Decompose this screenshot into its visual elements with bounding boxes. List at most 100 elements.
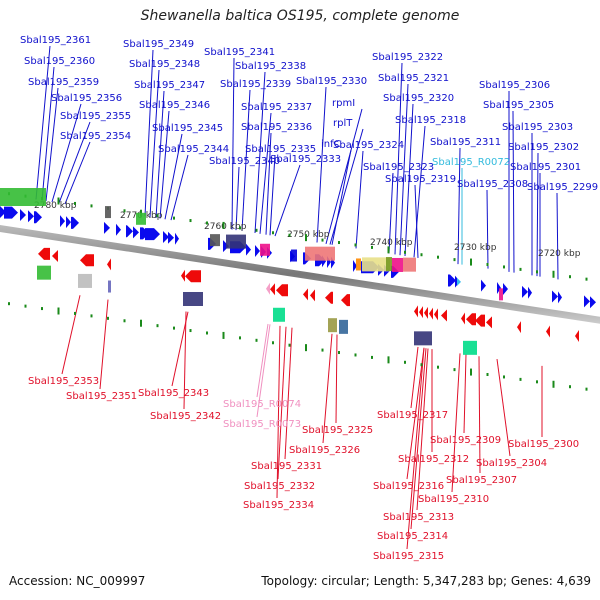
forward-gene-arrow[interactable] <box>126 225 133 238</box>
forward-gene-arrow[interactable] <box>353 260 357 273</box>
trna-forward-feature[interactable] <box>457 277 461 286</box>
forward-gene-arrow[interactable] <box>558 291 562 304</box>
forward-gene-arrow[interactable] <box>175 232 179 245</box>
reverse-gene-arrow[interactable] <box>181 269 185 282</box>
cog-box-yellow[interactable] <box>362 257 390 272</box>
forward-gene-arrow[interactable] <box>448 274 456 287</box>
forward-gene-label[interactable]: Sbal195_R0072 <box>432 157 510 168</box>
cog-box-blue[interactable] <box>291 249 297 262</box>
forward-gene-label[interactable]: Sbal195_2336 <box>241 122 312 133</box>
forward-gene-arrow[interactable] <box>503 282 508 295</box>
reverse-gene-arrow[interactable] <box>80 254 94 267</box>
cog-box-navy[interactable] <box>414 331 432 346</box>
reverse-gene-label[interactable]: Sbal195_2310 <box>418 494 489 505</box>
forward-gene-label[interactable]: rplT <box>333 118 353 129</box>
reverse-gene-arrow[interactable] <box>414 305 418 318</box>
forward-gene-arrow[interactable] <box>140 227 149 240</box>
reverse-gene-label[interactable]: Sbal195_2325 <box>302 425 373 436</box>
forward-gene-label[interactable]: Sbal195_2348 <box>129 59 200 70</box>
forward-gene-arrow[interactable] <box>20 209 26 222</box>
forward-gene-arrow[interactable] <box>255 245 260 258</box>
reverse-gene-label[interactable]: Sbal195_2353 <box>28 376 99 387</box>
reverse-gene-arrow[interactable] <box>341 294 350 307</box>
forward-gene-label[interactable]: Sbal195_2360 <box>24 56 95 67</box>
reverse-gene-label[interactable]: Sbal195_2309 <box>430 435 501 446</box>
forward-gene-label[interactable]: Sbal195_2299 <box>527 182 598 193</box>
reverse-gene-arrow[interactable] <box>466 313 476 326</box>
forward-gene-arrow[interactable] <box>528 286 532 299</box>
cog-box-teal[interactable] <box>463 340 477 355</box>
reverse-gene-label[interactable]: Sbal195_2332 <box>244 481 315 492</box>
reverse-gene-label[interactable]: Sbal195_R0073 <box>223 419 301 430</box>
reverse-gene-label[interactable]: Sbal195_2315 <box>373 551 444 562</box>
reverse-gene-arrow[interactable] <box>486 316 492 329</box>
cog-box-salmon[interactable] <box>305 246 335 261</box>
forward-gene-label[interactable]: Sbal195_2346 <box>139 100 210 111</box>
forward-gene-label[interactable]: Sbal195_2324 <box>333 140 404 151</box>
forward-gene-label[interactable]: Sbal195_2340 <box>209 156 280 167</box>
forward-gene-label[interactable]: Sbal195_2306 <box>479 80 550 91</box>
forward-gene-label[interactable]: Sbal195_2341 <box>204 47 275 58</box>
reverse-gene-label[interactable]: Sbal195_2312 <box>398 454 469 465</box>
forward-gene-label[interactable]: Sbal195_2361 <box>20 35 91 46</box>
forward-gene-arrow[interactable] <box>522 285 528 298</box>
cog-box-green[interactable] <box>136 212 146 225</box>
forward-gene-arrow[interactable] <box>584 295 590 308</box>
forward-gene-arrow[interactable] <box>246 243 251 256</box>
forward-gene-arrow[interactable] <box>66 216 71 229</box>
reverse-gene-arrow[interactable] <box>38 247 50 260</box>
cog-box-pink[interactable] <box>499 288 503 301</box>
forward-gene-label[interactable]: Sbal195_2349 <box>123 39 194 50</box>
cog-box-navy[interactable] <box>183 291 203 306</box>
forward-gene-label[interactable]: Sbal195_2335 <box>245 144 316 155</box>
cog-box-lightgray[interactable] <box>78 273 92 288</box>
reverse-gene-label[interactable]: Sbal195_2316 <box>373 481 444 492</box>
reverse-gene-arrow[interactable] <box>270 283 275 296</box>
forward-gene-arrow[interactable] <box>0 206 6 218</box>
reverse-gene-arrow[interactable] <box>546 325 550 338</box>
reverse-gene-label[interactable]: Sbal195_2314 <box>377 531 448 542</box>
reverse-gene-arrow[interactable] <box>575 329 579 342</box>
forward-gene-label[interactable]: Sbal195_2305 <box>483 100 554 111</box>
forward-gene-label[interactable]: Sbal195_2337 <box>241 102 312 113</box>
cog-box-olive-light[interactable] <box>328 318 337 333</box>
reverse-gene-label[interactable]: Sbal195_2307 <box>446 475 517 486</box>
reverse-gene-arrow[interactable] <box>303 288 308 301</box>
forward-gene-label[interactable]: Sbal195_2301 <box>510 162 581 173</box>
forward-gene-label[interactable]: Sbal195_2339 <box>220 79 291 90</box>
reverse-gene-arrow[interactable] <box>310 289 315 302</box>
reverse-gene-label[interactable]: Sbal195_2342 <box>150 411 221 422</box>
rrna-reverse-feature[interactable] <box>266 282 270 295</box>
forward-gene-arrow[interactable] <box>481 279 486 292</box>
forward-gene-label[interactable]: Sbal195_2323 <box>363 162 434 173</box>
forward-gene-arrow[interactable] <box>104 221 110 234</box>
cog-box-navy[interactable] <box>226 234 246 249</box>
forward-gene-label[interactable]: Sbal195_2311 <box>430 137 501 148</box>
reverse-gene-label[interactable]: Sbal195_2300 <box>508 439 579 450</box>
forward-gene-label[interactable]: Sbal195_2303 <box>502 122 573 133</box>
forward-gene-label[interactable]: Sbal195_2308 <box>457 179 528 190</box>
reverse-gene-arrow[interactable] <box>276 284 288 297</box>
cog-box-pink[interactable] <box>260 243 270 256</box>
reverse-gene-arrow[interactable] <box>517 321 521 334</box>
forward-gene-label[interactable]: infC <box>321 139 341 150</box>
forward-gene-arrow[interactable] <box>133 226 139 239</box>
forward-gene-label[interactable]: rpmI <box>332 98 355 109</box>
reverse-gene-arrow[interactable] <box>441 309 447 322</box>
forward-gene-arrow[interactable] <box>60 215 65 228</box>
reverse-gene-arrow[interactable] <box>434 308 438 321</box>
cog-box-green[interactable] <box>37 265 51 280</box>
reverse-gene-label[interactable]: Sbal195_2304 <box>476 458 547 469</box>
forward-gene-label[interactable]: Sbal195_2320 <box>383 93 454 104</box>
reverse-gene-label[interactable]: Sbal195_2317 <box>377 410 448 421</box>
forward-gene-arrow[interactable] <box>71 216 79 229</box>
forward-gene-arrow[interactable] <box>590 296 596 309</box>
cog-box-teal[interactable] <box>273 307 285 322</box>
forward-gene-label[interactable]: Sbal195_2347 <box>134 80 205 91</box>
cog-box-steel[interactable] <box>339 319 348 334</box>
cog-box-salmon[interactable] <box>403 257 416 272</box>
forward-gene-arrow[interactable] <box>552 290 558 303</box>
forward-gene-arrow[interactable] <box>28 210 34 223</box>
forward-gene-label[interactable]: Sbal195_2359 <box>28 77 99 88</box>
forward-gene-label[interactable]: Sbal195_2344 <box>158 144 229 155</box>
